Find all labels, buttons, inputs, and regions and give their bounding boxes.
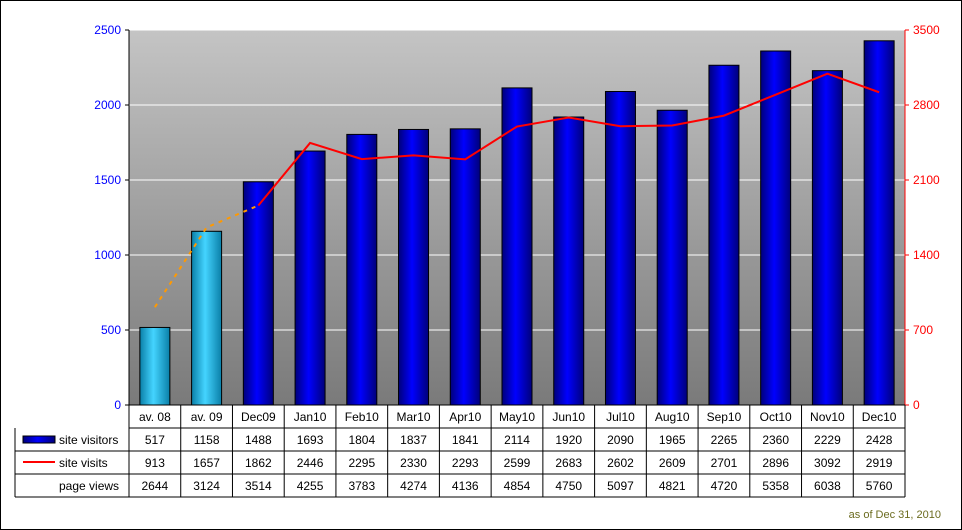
right-tick-label: 2800 <box>913 98 940 112</box>
table-cell: 1158 <box>194 433 220 447</box>
table-cell: 2330 <box>400 456 427 470</box>
legend-key-visitors <box>22 435 56 444</box>
bar-av08 <box>139 326 171 406</box>
bar-sep10 <box>708 64 740 406</box>
table-cell: 2090 <box>607 433 634 447</box>
category-label: Jul10 <box>606 410 635 424</box>
category-label: Dec09 <box>241 410 276 424</box>
table-cell: 1837 <box>400 433 427 447</box>
table-cell: 3092 <box>814 456 841 470</box>
left-tick-label: 1000 <box>94 248 121 262</box>
row-label-visits: site visits <box>59 456 108 470</box>
bar-jan10 <box>294 150 326 406</box>
table-cell: 4720 <box>711 479 738 493</box>
table-cell: 2602 <box>607 456 634 470</box>
category-label: av. 09 <box>191 410 223 424</box>
table-cell: 2295 <box>348 456 375 470</box>
table-cell: 2609 <box>659 456 686 470</box>
table-cell: 2599 <box>504 456 531 470</box>
category-label: Feb10 <box>345 410 379 424</box>
right-tick-label: 1400 <box>913 248 940 262</box>
table-cell: 2683 <box>555 456 582 470</box>
table-cell: 2114 <box>504 433 530 447</box>
bar-oct10 <box>760 50 792 406</box>
category-label: May10 <box>499 410 535 424</box>
category-label: Jun10 <box>552 410 585 424</box>
table-cell: 1657 <box>193 456 220 470</box>
bar-dec09 <box>242 181 274 406</box>
table-cell: 913 <box>145 456 165 470</box>
table-cell: 2265 <box>711 433 738 447</box>
category-label: Jan10 <box>294 410 327 424</box>
category-label: Mar10 <box>397 410 431 424</box>
right-tick-label: 2100 <box>913 173 940 187</box>
table-cell: 1804 <box>348 433 375 447</box>
category-label: Nov10 <box>810 410 845 424</box>
visits-line <box>257 72 880 207</box>
category-label: Dec10 <box>862 410 897 424</box>
table-cell: 1965 <box>659 433 686 447</box>
left-tick-label: 500 <box>101 323 121 337</box>
table-cell: 6038 <box>814 479 841 493</box>
right-tick-label: 700 <box>913 323 933 337</box>
table-cell: 517 <box>145 433 165 447</box>
bar-av09 <box>191 230 223 406</box>
table-cell: 4136 <box>452 479 479 493</box>
right-tick-label: 0 <box>913 398 920 412</box>
table-cell: 2701 <box>711 456 738 470</box>
table-cell: 3783 <box>348 479 375 493</box>
table-cell: 5760 <box>866 479 893 493</box>
table-cell: 1488 <box>245 433 272 447</box>
table-cell: 1693 <box>297 433 324 447</box>
left-tick-label: 0 <box>114 398 121 412</box>
table-cell: 3514 <box>245 479 272 493</box>
bar-nov10 <box>811 70 843 406</box>
table-cell: 2896 <box>762 456 789 470</box>
left-tick-label: 2500 <box>94 23 121 37</box>
bar-mar10 <box>398 128 430 406</box>
left-tick-label: 1500 <box>94 173 121 187</box>
bar-may10 <box>501 87 533 406</box>
table-cell: 2293 <box>452 456 479 470</box>
bar-apr10 <box>449 128 481 406</box>
category-label: Aug10 <box>655 410 690 424</box>
footnote: as of Dec 31, 2010 <box>848 509 941 521</box>
table-cell: 4821 <box>659 479 686 493</box>
row-label-visitors: site visitors <box>59 433 118 447</box>
table-cell: 4854 <box>504 479 531 493</box>
bar-jul10 <box>604 91 636 406</box>
bar-aug10 <box>656 109 688 406</box>
right-tick-label: 3500 <box>913 23 940 37</box>
table-cell: 1862 <box>245 456 272 470</box>
table-cell: 2644 <box>142 479 169 493</box>
table-cell: 2919 <box>866 456 893 470</box>
category-label: Oct10 <box>760 410 792 424</box>
table-cell: 3124 <box>193 479 220 493</box>
table-cell: 5097 <box>607 479 634 493</box>
table-cell: 4255 <box>297 479 324 493</box>
table-cell: 2229 <box>814 433 841 447</box>
table-cell: 2428 <box>866 433 893 447</box>
table-cell: 1841 <box>452 433 479 447</box>
table-cell: 5358 <box>762 479 789 493</box>
bar-dec10 <box>863 40 895 406</box>
table-cell: 4750 <box>555 479 582 493</box>
category-label: Sep10 <box>707 410 742 424</box>
bar-feb10 <box>346 133 378 406</box>
table-cell: 2360 <box>762 433 789 447</box>
table-cell: 1920 <box>555 433 582 447</box>
row-label-pageviews: page views <box>59 479 119 493</box>
category-label: Apr10 <box>449 410 481 424</box>
table-cell: 2446 <box>297 456 324 470</box>
category-label: av. 08 <box>139 410 171 424</box>
left-tick-label: 2000 <box>94 98 121 112</box>
table-cell: 4274 <box>400 479 427 493</box>
bar-jun10 <box>553 116 585 406</box>
